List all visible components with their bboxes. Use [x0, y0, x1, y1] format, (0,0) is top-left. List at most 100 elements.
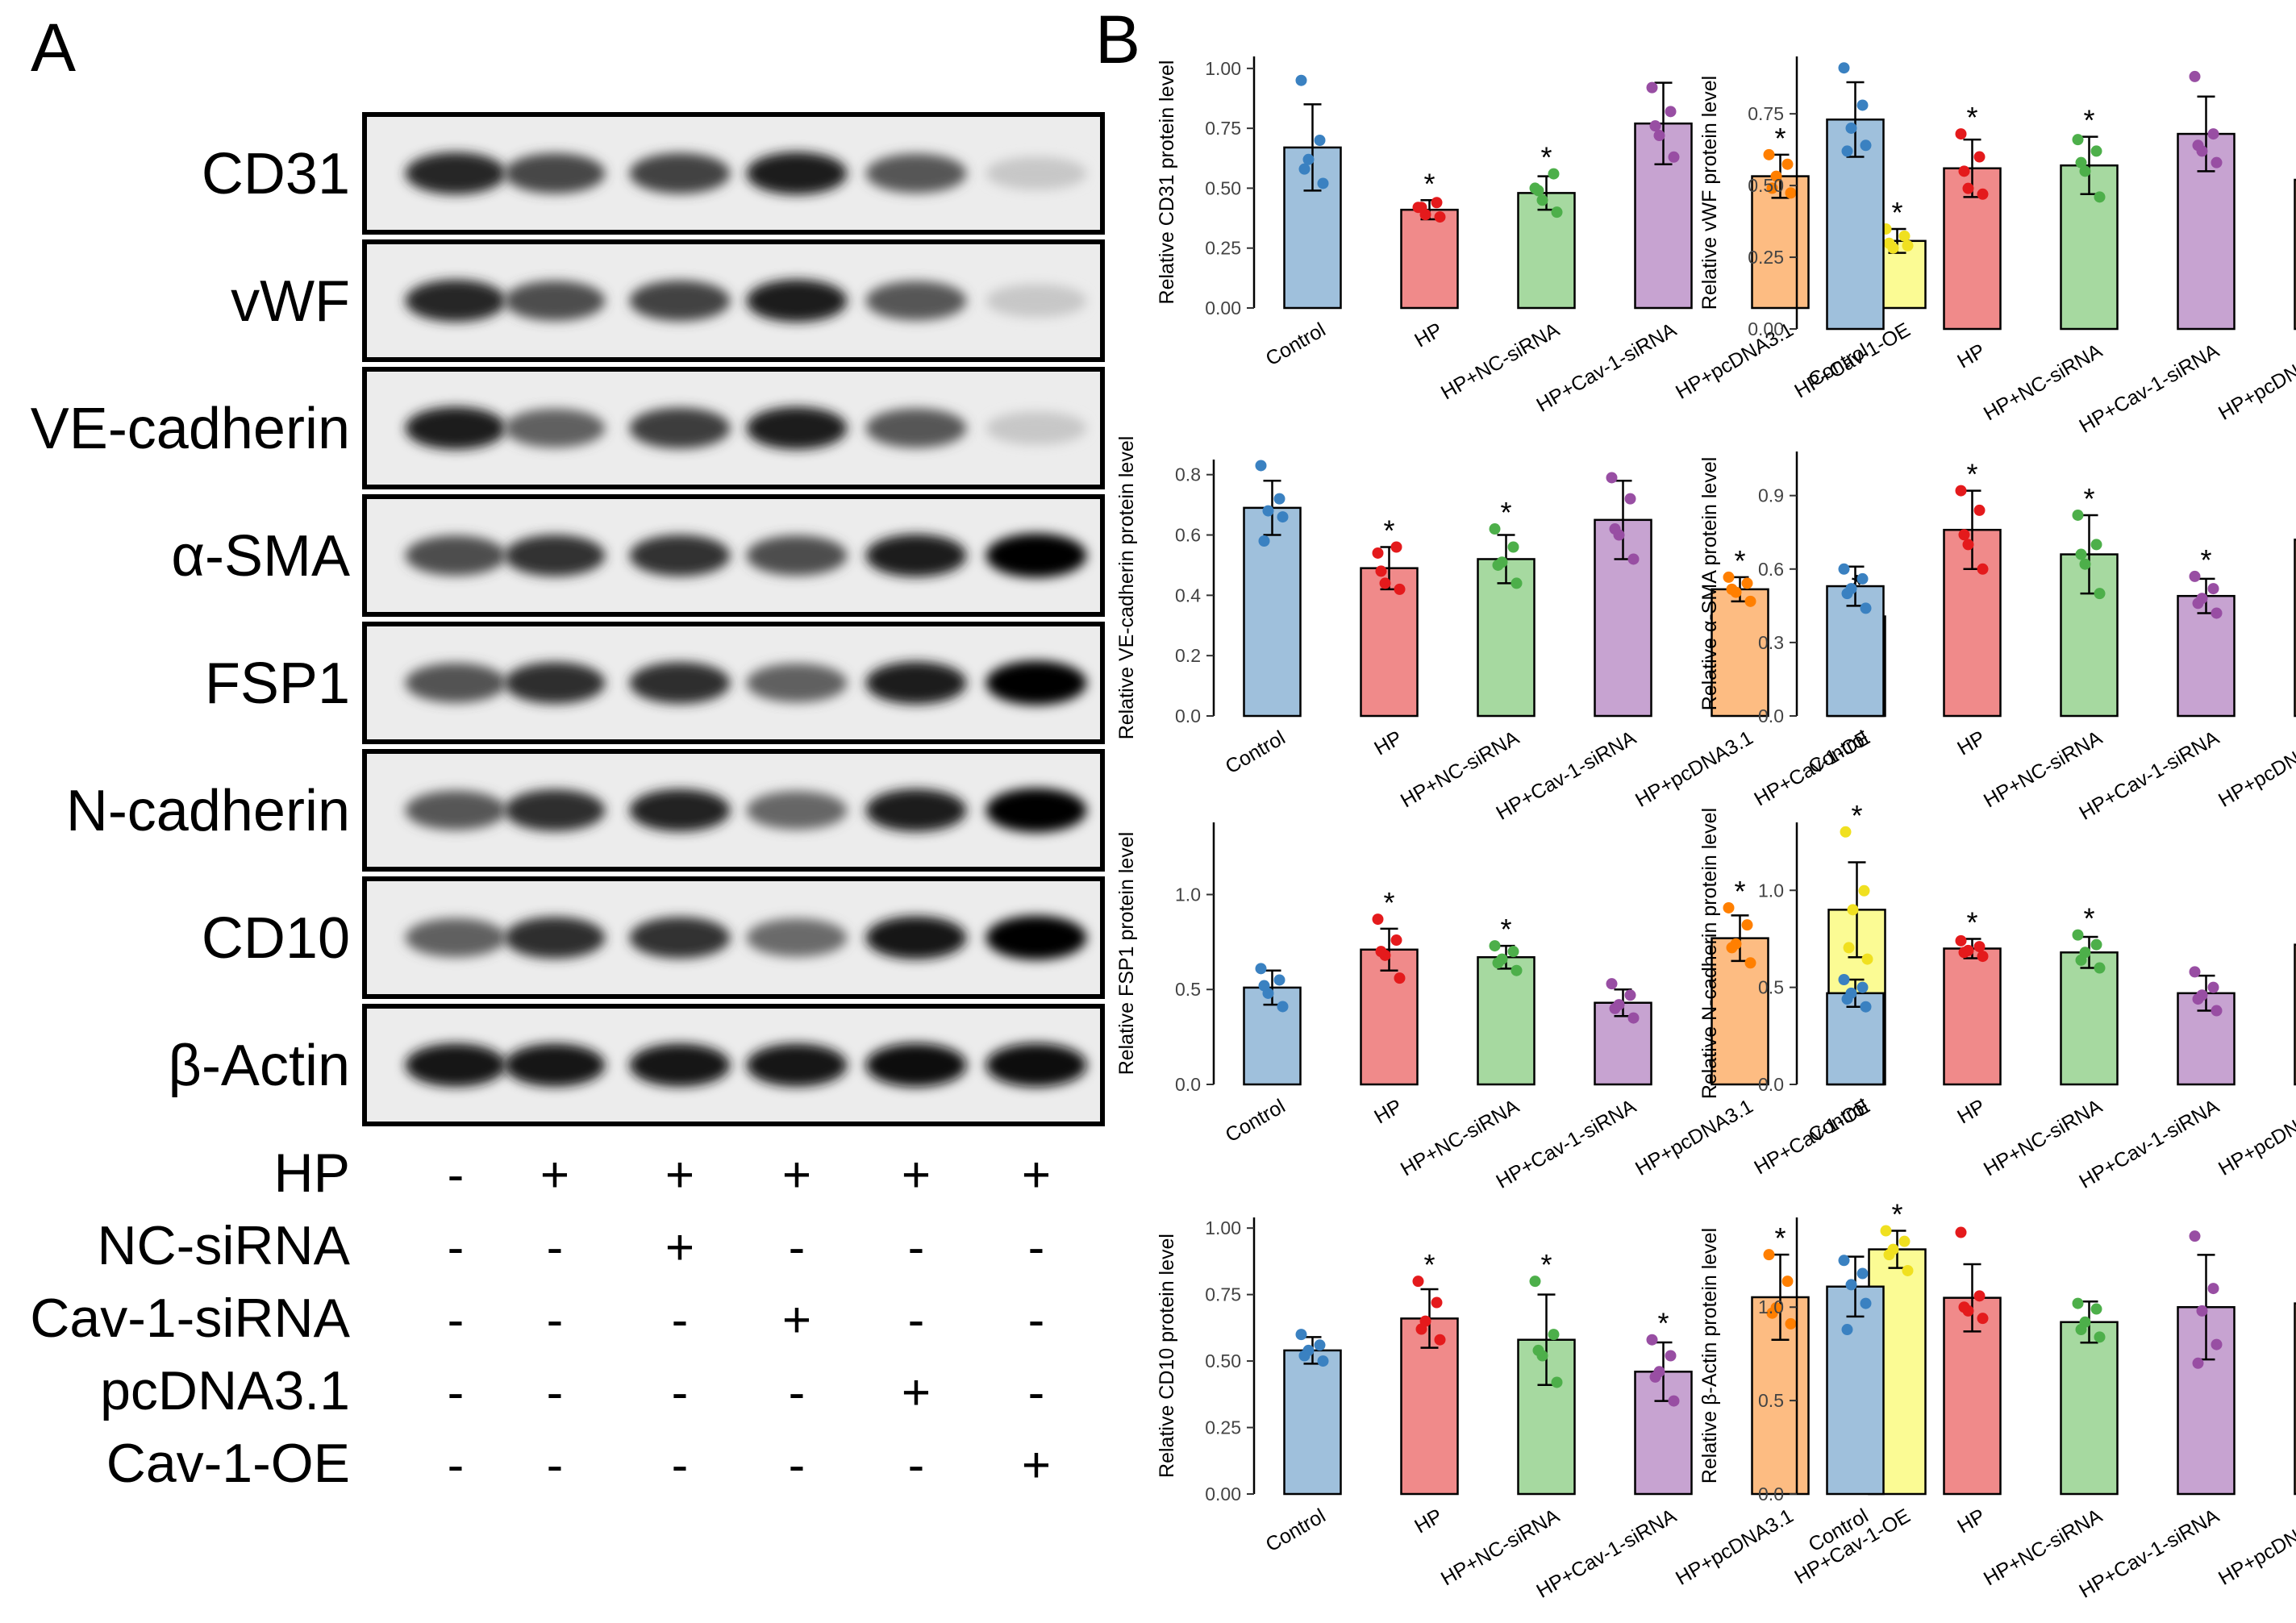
x-tick-label: HP — [1953, 339, 1989, 373]
significance-marker: * — [1851, 799, 1862, 832]
data-point — [1314, 1339, 1326, 1351]
data-point — [1838, 62, 1850, 74]
blot-band — [629, 789, 731, 832]
data-point — [2072, 509, 2084, 521]
significance-marker: * — [1774, 1221, 1786, 1255]
protein-label: N-cadherin — [66, 779, 350, 843]
data-point — [1858, 884, 1870, 897]
x-tick-label: HP+pcDNA3.1 — [2215, 1504, 2296, 1590]
data-point — [1492, 559, 1504, 571]
error-bar-control — [1303, 103, 1322, 192]
data-point — [1431, 197, 1443, 209]
data-point — [1375, 946, 1387, 958]
data-point — [1415, 202, 1427, 214]
error-bar-hp — [1380, 927, 1398, 972]
data-point — [1298, 163, 1311, 175]
significance-marker: * — [1500, 913, 1511, 946]
bar-hp-nc-sirna — [1517, 192, 1576, 310]
x-tick-label: HP — [1953, 1095, 1989, 1129]
data-point — [1536, 194, 1548, 206]
data-point — [2211, 1005, 2223, 1017]
data-point — [1379, 577, 1391, 589]
x-tick-label: HP+pcDNA3.1 — [1631, 1095, 1756, 1180]
data-point — [1977, 563, 1989, 575]
data-point — [1977, 1313, 1989, 1325]
significance-marker: * — [1966, 905, 1977, 938]
y-tick-label: 0.25 — [1205, 1417, 1241, 1438]
data-point — [2192, 597, 2204, 610]
bar-control — [1243, 506, 1302, 718]
data-point — [2090, 938, 2102, 951]
data-point — [1649, 1371, 1661, 1383]
data-point — [1766, 182, 1778, 194]
blot-band — [504, 152, 606, 194]
condition-sign: - — [547, 1365, 564, 1421]
data-point — [1838, 974, 1850, 985]
data-point — [1744, 957, 1756, 969]
chart-relative-cd31-protein-level: 0.00 0.25 0.50 0.75 1.00 Relative CD31 protei… — [1156, 56, 1927, 417]
blot-band — [746, 406, 848, 450]
condition-sign: + — [782, 1147, 811, 1203]
protein-label: α-SMA — [171, 524, 350, 589]
data-point — [2079, 558, 2091, 570]
y-tick-label: 0.5 — [1758, 977, 1784, 998]
blot-band — [405, 918, 506, 958]
y-tick-label: 0.75 — [1748, 103, 1784, 124]
significance-marker: * — [2200, 543, 2211, 576]
blot-band — [405, 279, 506, 323]
data-point — [1958, 165, 1970, 177]
data-point — [2207, 981, 2219, 993]
blot-band — [865, 534, 967, 577]
bar-hp-pcdna3-1 — [1711, 937, 1769, 1086]
data-point — [1955, 128, 1967, 140]
data-point — [2207, 1283, 2219, 1295]
blot-row-fsp1: FSP1 — [205, 622, 1105, 744]
condition-sign: - — [908, 1292, 925, 1348]
protein-label: VE-cadherin — [31, 397, 350, 461]
bar-hp — [1943, 947, 2002, 1086]
protein-label: CD31 — [202, 142, 350, 206]
data-point — [1624, 989, 1636, 1001]
panel-b-label: B — [1095, 2, 1140, 77]
data-point — [1551, 206, 1563, 218]
condition-sign: - — [789, 1365, 806, 1421]
bar-hp-pcdna3-1 — [1711, 588, 1769, 718]
data-point — [1841, 145, 1853, 157]
data-point — [1841, 993, 1853, 1005]
data-point — [1838, 1255, 1850, 1267]
significance-marker: * — [2083, 482, 2094, 515]
data-point — [1902, 239, 1914, 252]
condition-label: Cav-1-OE — [106, 1433, 350, 1494]
blot-band — [985, 915, 1087, 960]
blot-band — [985, 533, 1087, 578]
x-tick-label: HP+pcDNA3.1 — [2215, 339, 2296, 425]
data-point — [1298, 1350, 1311, 1362]
blot-band — [985, 788, 1087, 833]
condition-sign: - — [547, 1220, 564, 1276]
data-point — [1492, 957, 1504, 969]
x-tick-label: Control — [1262, 1504, 1330, 1557]
data-point — [1840, 826, 1852, 838]
data-point — [1860, 139, 1872, 152]
data-point — [2189, 570, 2201, 582]
bar-hp-nc-sirna — [1477, 955, 1536, 1086]
data-point — [1841, 588, 1853, 600]
y-tick-label: 0.8 — [1175, 464, 1201, 485]
significance-marker: * — [1423, 167, 1435, 200]
data-point — [1958, 529, 1970, 541]
blot-band — [865, 661, 967, 705]
blot-row-sma: α-SMA — [171, 494, 1105, 617]
data-point — [1955, 1226, 1967, 1238]
blot-band — [865, 408, 967, 448]
blot-frame — [362, 749, 1105, 872]
condition-sign: + — [782, 1292, 811, 1348]
condition-sign: + — [1022, 1147, 1051, 1203]
data-point — [1861, 953, 1873, 965]
data-point — [1763, 1249, 1775, 1261]
blot-band — [746, 918, 848, 957]
data-point — [1532, 185, 1544, 197]
data-point — [1766, 1307, 1778, 1319]
data-point — [1973, 941, 1986, 953]
significance-marker: * — [1966, 458, 1977, 491]
x-tick-label: HP — [1370, 726, 1406, 760]
